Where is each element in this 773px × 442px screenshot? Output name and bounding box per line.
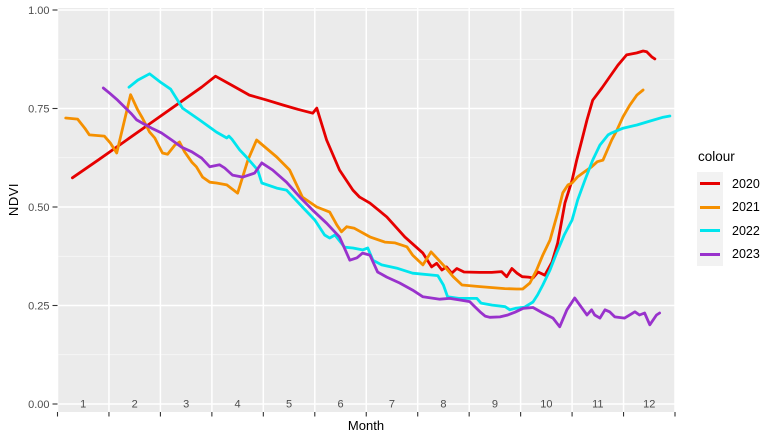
x-tick-label: 11: [592, 399, 603, 411]
legend-key-swatch: [697, 219, 723, 243]
series-line-2023: [101, 86, 661, 329]
legend-line-icon: [700, 252, 720, 256]
legend-entry-2021: 2021: [697, 195, 760, 219]
x-tick-label: 10: [540, 399, 552, 411]
x-tick-label: 4: [235, 399, 241, 411]
series-line-2022: [127, 72, 672, 312]
x-tick-label: 5: [286, 399, 292, 411]
x-tick-label: 8: [440, 399, 446, 411]
x-tick-label: 9: [492, 399, 498, 411]
x-tick-label: 6: [337, 399, 343, 411]
legend-rows: 2020 2021 2022 2023: [697, 172, 760, 266]
legend: colour 2020 2021 2022 2023: [697, 149, 760, 266]
legend-entry-2022: 2022: [697, 219, 760, 243]
legend-label: 2021: [732, 200, 760, 215]
legend-key-swatch: [697, 195, 723, 219]
legend-label: 2020: [732, 176, 760, 191]
legend-entry-2020: 2020: [697, 172, 760, 196]
y-tick-label: 1.00: [28, 5, 49, 17]
x-tick-label: 2: [132, 399, 138, 411]
x-tick-label: 1: [80, 399, 86, 411]
legend-key-swatch: [697, 172, 723, 196]
y-tick-label: 0.00: [28, 399, 49, 411]
legend-label: 2022: [732, 223, 760, 238]
y-tick-label: 0.75: [28, 104, 49, 116]
y-axis-title: NDVI: [6, 183, 21, 217]
series-line-2021: [64, 88, 645, 291]
legend-label: 2023: [732, 247, 760, 262]
legend-line-icon: [700, 205, 720, 209]
legend-line-icon: [700, 182, 720, 186]
series-line-2020: [71, 49, 657, 280]
x-tick-label: 3: [183, 399, 189, 411]
x-axis-title: Month: [347, 418, 385, 433]
y-tick-label: 0.50: [28, 202, 49, 214]
legend-key-swatch: [697, 242, 723, 266]
y-tick-label: 0.25: [28, 301, 49, 313]
x-tick-label: 7: [389, 399, 395, 411]
x-tick-label: 12: [643, 399, 655, 411]
legend-title: colour: [698, 149, 735, 164]
legend-line-icon: [700, 229, 720, 233]
legend-entry-2023: 2023: [697, 242, 760, 266]
